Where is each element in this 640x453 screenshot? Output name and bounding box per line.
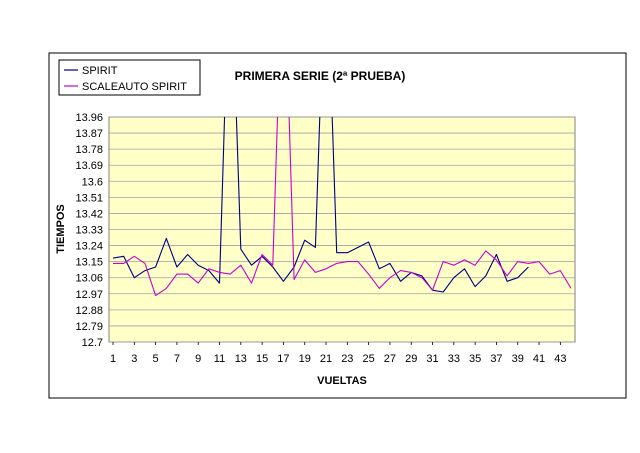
x-tick-label: 3 [131,353,137,365]
y-tick-label: 13.24 [75,241,103,253]
y-tick-label: 12.88 [75,305,103,317]
y-tick-label: 13.96 [75,112,103,124]
x-tick-label: 15 [256,353,268,365]
legend: SPIRIT SCALEAUTO SPIRIT [58,59,201,96]
x-tick-label: 19 [299,353,311,365]
x-tick-label: 33 [448,353,460,365]
x-tick-label: 9 [195,353,201,365]
y-tick-label: 13.42 [75,208,103,220]
y-tick-label: 13.33 [75,225,103,237]
y-tick-label: 13.51 [75,192,103,204]
x-tick-label: 37 [490,353,502,365]
x-tick-label: 17 [277,353,289,365]
chart-title: PRIMERA SERIE (2ª PRUEBA) [235,69,406,83]
x-tick-label: 25 [363,353,375,365]
y-tick-label: 13.78 [75,144,103,156]
y-tick-labels: 12.7 12.79 12.88 12.97 13.06 13.15 13.24 13.33 1… [75,112,103,349]
x-tick-label: 31 [426,353,438,365]
x-tick-label: 35 [469,353,481,365]
x-tick-label: 29 [405,353,417,365]
x-tick-label: 1 [110,353,116,365]
series-line-scaleauto-spirit [113,117,572,297]
legend-box [58,59,201,96]
x-tick-label: 13 [235,353,247,365]
legend-label-spirit: SPIRIT [82,65,118,77]
legend-label-scaleauto-spirit: SCALEAUTO SPIRIT [82,81,187,93]
y-tick-label: 13.6 [82,176,103,188]
x-axis-title: VUELTAS [317,375,367,387]
y-tick-label: 13.87 [75,128,103,140]
y-axis-title: TIEMPOS [55,204,67,254]
y-tick-label: 12.79 [75,321,103,333]
x-tick-labels: 1 3 5 7 9 11 13 15 17 19 21 23 25 27 29 31 33 35 37 39 41 43 [110,342,566,365]
series-lines [112,117,572,297]
x-tick-label: 7 [174,353,180,365]
y-tick-label: 12.97 [75,289,103,301]
y-tick-label: 13.06 [75,273,103,285]
x-tick-label: 39 [512,353,524,365]
y-tick-label: 13.69 [75,160,103,172]
chart-area-border [48,52,627,399]
x-tick-label: 11 [214,353,225,365]
y-tick-label: 12.7 [82,337,103,349]
x-tick-label: 23 [341,353,353,365]
x-tick-label: 27 [384,353,396,365]
x-tick-label: 43 [554,353,566,365]
x-tick-label: 21 [320,353,332,365]
x-tick-label: 5 [153,353,159,365]
gridlines [109,116,575,343]
y-tick-label: 13.15 [75,257,103,269]
x-tick-label: 41 [533,353,545,365]
series-line-spirit [112,117,529,293]
